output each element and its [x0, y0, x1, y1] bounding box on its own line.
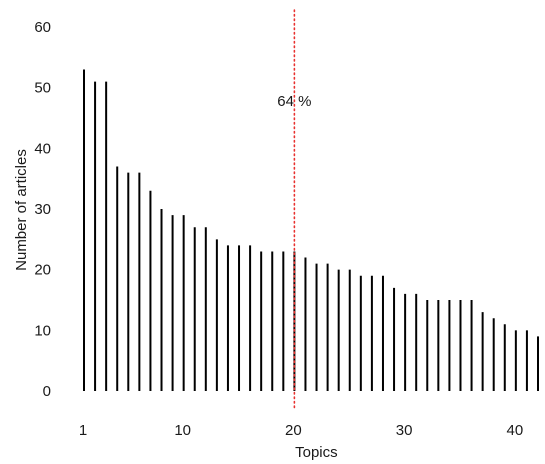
y-tick-label: 30 [34, 201, 51, 218]
y-axis-label: Number of articles [13, 149, 30, 271]
x-tick-labels: 1 10 20 30 40 [79, 422, 523, 439]
y-tick-label: 50 [34, 80, 51, 97]
x-tick-label: 20 [285, 422, 302, 439]
y-tick-label: 20 [34, 262, 51, 279]
x-tick-label: 40 [507, 422, 524, 439]
y-tick-label: 0 [43, 383, 51, 400]
x-axis-label: Topics [295, 444, 338, 461]
y-tick-label: 10 [34, 322, 51, 339]
x-tick-label: 30 [396, 422, 413, 439]
y-tick-label: 40 [34, 140, 51, 157]
y-tick-label: 60 [34, 19, 51, 36]
reference-line-label: 64 % [277, 93, 311, 110]
y-tick-labels: 0 10 20 30 40 50 60 [34, 19, 51, 400]
x-tick-label: 1 [79, 422, 87, 439]
bars [83, 69, 539, 391]
x-tick-label: 10 [174, 422, 191, 439]
